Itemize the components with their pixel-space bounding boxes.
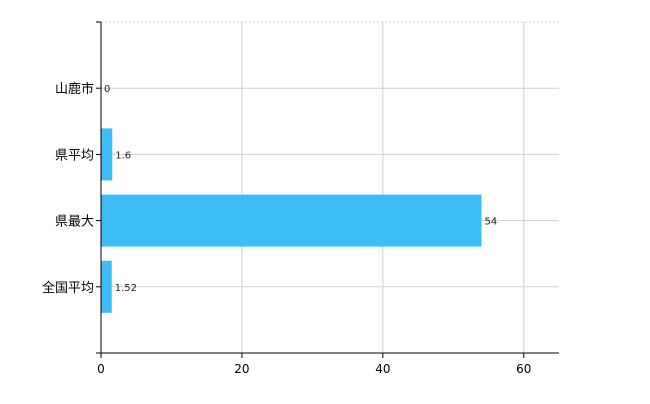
bar-1	[101, 128, 113, 181]
x-tick-label: 40	[375, 362, 390, 376]
x-tick-label: 0	[97, 362, 105, 376]
data-label: 1.52	[115, 283, 137, 294]
y-tick-label: 全国平均	[42, 280, 94, 296]
y-tick-label: 山鹿市	[55, 81, 94, 97]
y-tick-label: 県最大	[55, 215, 94, 230]
data-label: 1.6	[115, 150, 131, 161]
x-tick-label: 60	[516, 362, 531, 376]
y-tick-label: 県平均	[55, 148, 94, 163]
bar-3	[101, 260, 112, 313]
bar-2	[101, 194, 482, 247]
data-label: 0	[104, 84, 110, 95]
x-tick-label: 20	[234, 362, 249, 376]
data-label: 54	[484, 217, 497, 228]
